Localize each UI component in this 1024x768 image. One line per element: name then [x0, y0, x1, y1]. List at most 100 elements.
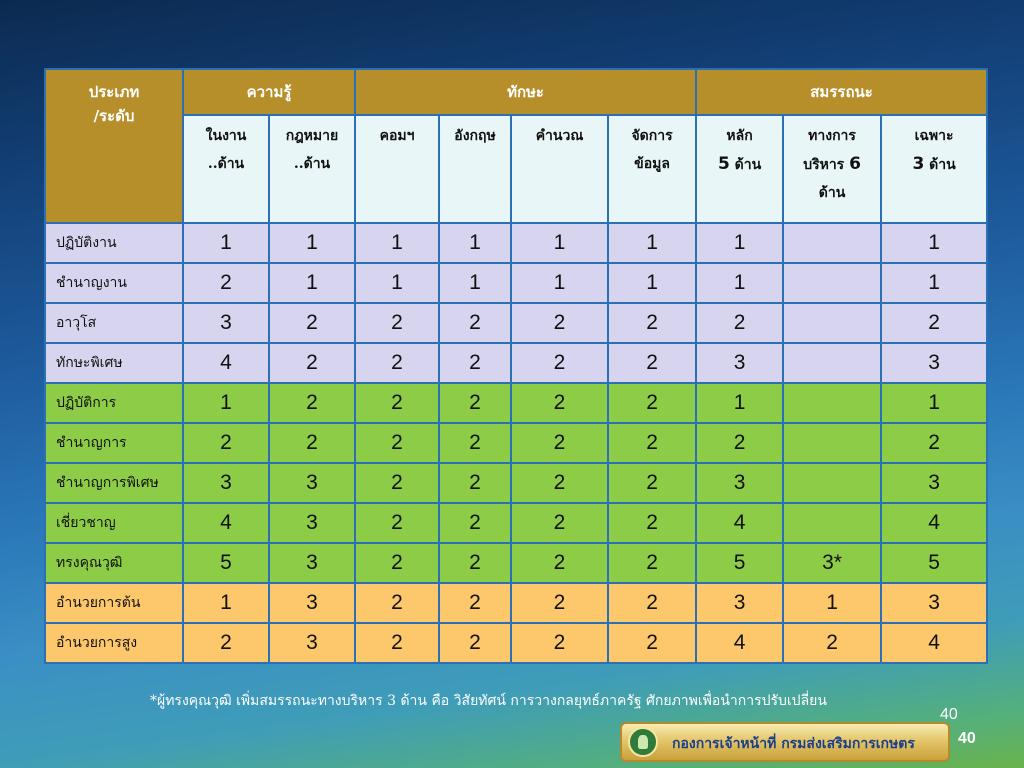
- table-cell: 3: [880, 582, 989, 624]
- row-label: ชำนาญการพิเศษ: [44, 462, 184, 504]
- subheader-line: ในงาน: [205, 128, 247, 144]
- subheader-number: 3: [912, 154, 925, 174]
- table-cell: 1: [510, 262, 610, 304]
- level-label: /ระดับ: [93, 107, 135, 125]
- table-cell: 3: [695, 462, 785, 504]
- subheader-line: ข้อมูล: [634, 156, 670, 172]
- table-cell: 2: [267, 422, 357, 464]
- table-cell: 1: [438, 222, 513, 264]
- table-cell: [782, 222, 883, 264]
- table-cell: 3: [695, 342, 785, 384]
- table-cell: 2: [607, 542, 698, 584]
- page-number-small: 40: [940, 706, 958, 723]
- subheader-line: ด้าน: [818, 185, 846, 201]
- table-cell: 2: [182, 422, 270, 464]
- table-cell: 1: [695, 382, 785, 424]
- subheader-line: กฎหมาย: [285, 128, 339, 144]
- table-cell: 5: [695, 542, 785, 584]
- table-cell: 1: [607, 262, 698, 304]
- table-cell: 2: [354, 342, 441, 384]
- table-cell: 4: [880, 502, 989, 544]
- subheader-calculation: คำนวณ: [510, 114, 610, 224]
- subheader-unit: ด้าน: [734, 157, 762, 173]
- table-cell: 3: [267, 622, 357, 664]
- table-cell: 2: [354, 622, 441, 664]
- table-cell: 1: [182, 382, 270, 424]
- table-cell: 2: [607, 582, 698, 624]
- table-cell: 2: [607, 462, 698, 504]
- row-label: อำนวยการต้น: [44, 582, 184, 624]
- subheader-line: 3 ด้าน: [883, 150, 985, 179]
- subheader-line: อังกฤษ: [454, 128, 496, 144]
- row-label: เชี่ยวชาญ: [44, 502, 184, 544]
- table-cell: 4: [695, 622, 785, 664]
- footnote: *ผู้ทรงคุณวุฒิ เพิ่มสมรรถนะทางบริหาร 3 ด…: [150, 693, 827, 709]
- table-cell: 2: [438, 422, 513, 464]
- table-cell: 2: [782, 622, 883, 664]
- subheader-line: คอมฯ: [379, 128, 415, 144]
- table-cell: 1: [880, 222, 989, 264]
- table-cell: [782, 262, 883, 304]
- table-cell: 2: [354, 542, 441, 584]
- table-cell: 2: [438, 502, 513, 544]
- table-row: เชี่ยวชาญ 4 3 2 2 2 2 4 4: [44, 502, 989, 544]
- type-label: ประเภท: [88, 83, 140, 101]
- table-cell: 2: [354, 462, 441, 504]
- table-cell: 2: [695, 422, 785, 464]
- table-cell: 3: [880, 462, 989, 504]
- sub-header-row: ในงาน ..ด้าน กฎหมาย ..ด้าน คอมฯ อังกฤษ ค…: [45, 114, 989, 224]
- subheader-line: จัดการ: [631, 128, 673, 144]
- table-cell: 1: [607, 222, 698, 264]
- table-cell: 2: [510, 382, 610, 424]
- table-cell: 3: [267, 542, 357, 584]
- skills-group-header: ทักษะ: [354, 68, 698, 116]
- table-cell: 1: [510, 222, 610, 264]
- table-row: ชำนาญงาน 2 1 1 1 1 1 1 1: [44, 262, 989, 304]
- table-cell: 1: [267, 262, 357, 304]
- table-cell: 2: [607, 342, 698, 384]
- table-cell: 1: [182, 582, 270, 624]
- subheader-management: ทางการ บริหาร 6 ด้าน: [782, 114, 883, 224]
- table-cell: [782, 462, 883, 504]
- subheader-number: 5: [717, 154, 730, 174]
- table-cell: 2: [607, 382, 698, 424]
- table-row: อำนวยการต้น 1 3 2 2 2 2 3 1 3: [44, 582, 989, 624]
- table-cell: 2: [182, 622, 270, 664]
- subheader-core: หลัก 5 ด้าน: [695, 114, 785, 224]
- table-cell: 2: [510, 422, 610, 464]
- subheader-line: บริหาร 6: [785, 150, 879, 179]
- banner-text: กองการเจ้าหน้าที่ กรมส่งเสริมการเกษตร: [672, 736, 915, 752]
- table-cell: 2: [267, 382, 357, 424]
- table-cell: 2: [438, 342, 513, 384]
- subheader-line: ..ด้าน: [207, 156, 245, 172]
- table-cell: 3: [267, 582, 357, 624]
- table-row: ชำนาญการพิเศษ 3 3 2 2 2 2 3 3: [44, 462, 989, 504]
- subheader-data-management: จัดการ ข้อมูล: [607, 114, 698, 224]
- group-header-row: ประเภท /ระดับ ความรู้ ทักษะ สมรรถนะ: [44, 68, 989, 224]
- table-cell: 3: [182, 302, 270, 344]
- table-cell: 3: [267, 462, 357, 504]
- subheader-english: อังกฤษ: [438, 114, 513, 224]
- table-cell: 2: [354, 582, 441, 624]
- table-cell: 3*: [782, 542, 883, 584]
- subheader-line: หลัก: [726, 128, 753, 144]
- table-cell: [782, 382, 883, 424]
- subheader-computer: คอมฯ: [354, 114, 441, 224]
- subheader-line: 5 ด้าน: [698, 150, 781, 179]
- table-cell: 1: [880, 262, 989, 304]
- table-cell: 2: [267, 302, 357, 344]
- table-cell: 5: [182, 542, 270, 584]
- table-cell: 1: [354, 262, 441, 304]
- subheader-number: 6: [849, 154, 861, 174]
- table-cell: 2: [354, 502, 441, 544]
- subheader-line: เฉพาะ: [914, 128, 954, 144]
- table-cell: [782, 422, 883, 464]
- row-label: ชำนาญการ: [44, 422, 184, 464]
- subheader-unit: ด้าน: [929, 157, 956, 173]
- table-cell: 2: [510, 302, 610, 344]
- table-cell: 2: [438, 582, 513, 624]
- table-cell: 2: [182, 262, 270, 304]
- row-label: ทักษะพิเศษ: [44, 342, 184, 384]
- table-cell: 2: [880, 422, 989, 464]
- row-label: ชำนาญงาน: [44, 262, 184, 304]
